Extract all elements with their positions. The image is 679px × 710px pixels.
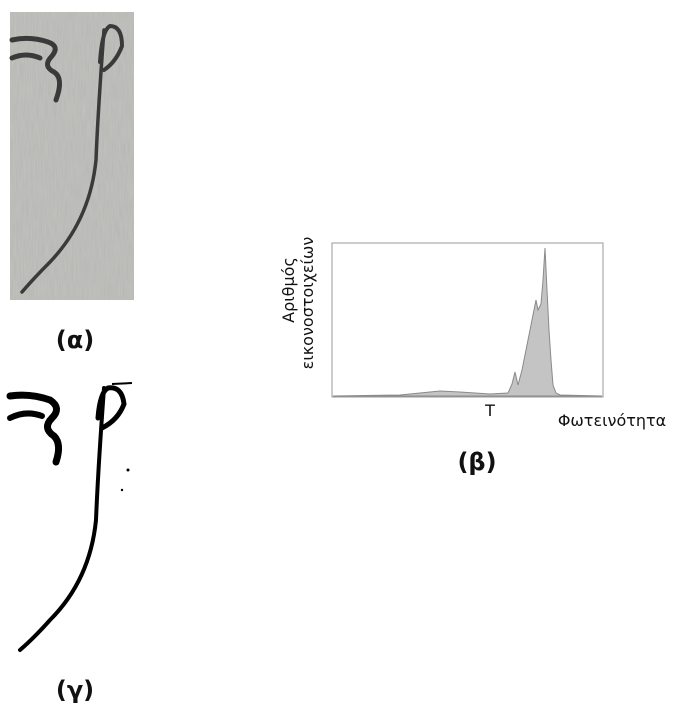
threshold-label: T: [484, 401, 495, 420]
noise-dot: [120, 488, 124, 492]
glyph-stroke: [6, 391, 63, 466]
y-axis-label: Αριθμός: [279, 257, 298, 323]
glyph-stroke: [20, 28, 106, 294]
histogram-frame: [331, 242, 604, 398]
noise-stroke: [111, 382, 133, 385]
panel-label: (α): [56, 326, 94, 354]
histogram-area: [332, 247, 603, 397]
glyph-stroke: [9, 35, 62, 103]
panel-label: (γ): [56, 676, 94, 704]
binarized-image: [6, 382, 133, 652]
y-axis-label: εικονοστοιχείων: [298, 237, 317, 370]
manuscript-image: [9, 12, 134, 300]
glyph-stroke: [9, 52, 43, 61]
panel-label: (β): [457, 448, 496, 476]
glyph-stroke: [7, 410, 45, 421]
glyph-stroke: [18, 386, 106, 652]
x-axis-label: Φωτεινότητα: [558, 411, 666, 430]
noise-dot: [126, 468, 130, 472]
histogram: [331, 242, 604, 398]
